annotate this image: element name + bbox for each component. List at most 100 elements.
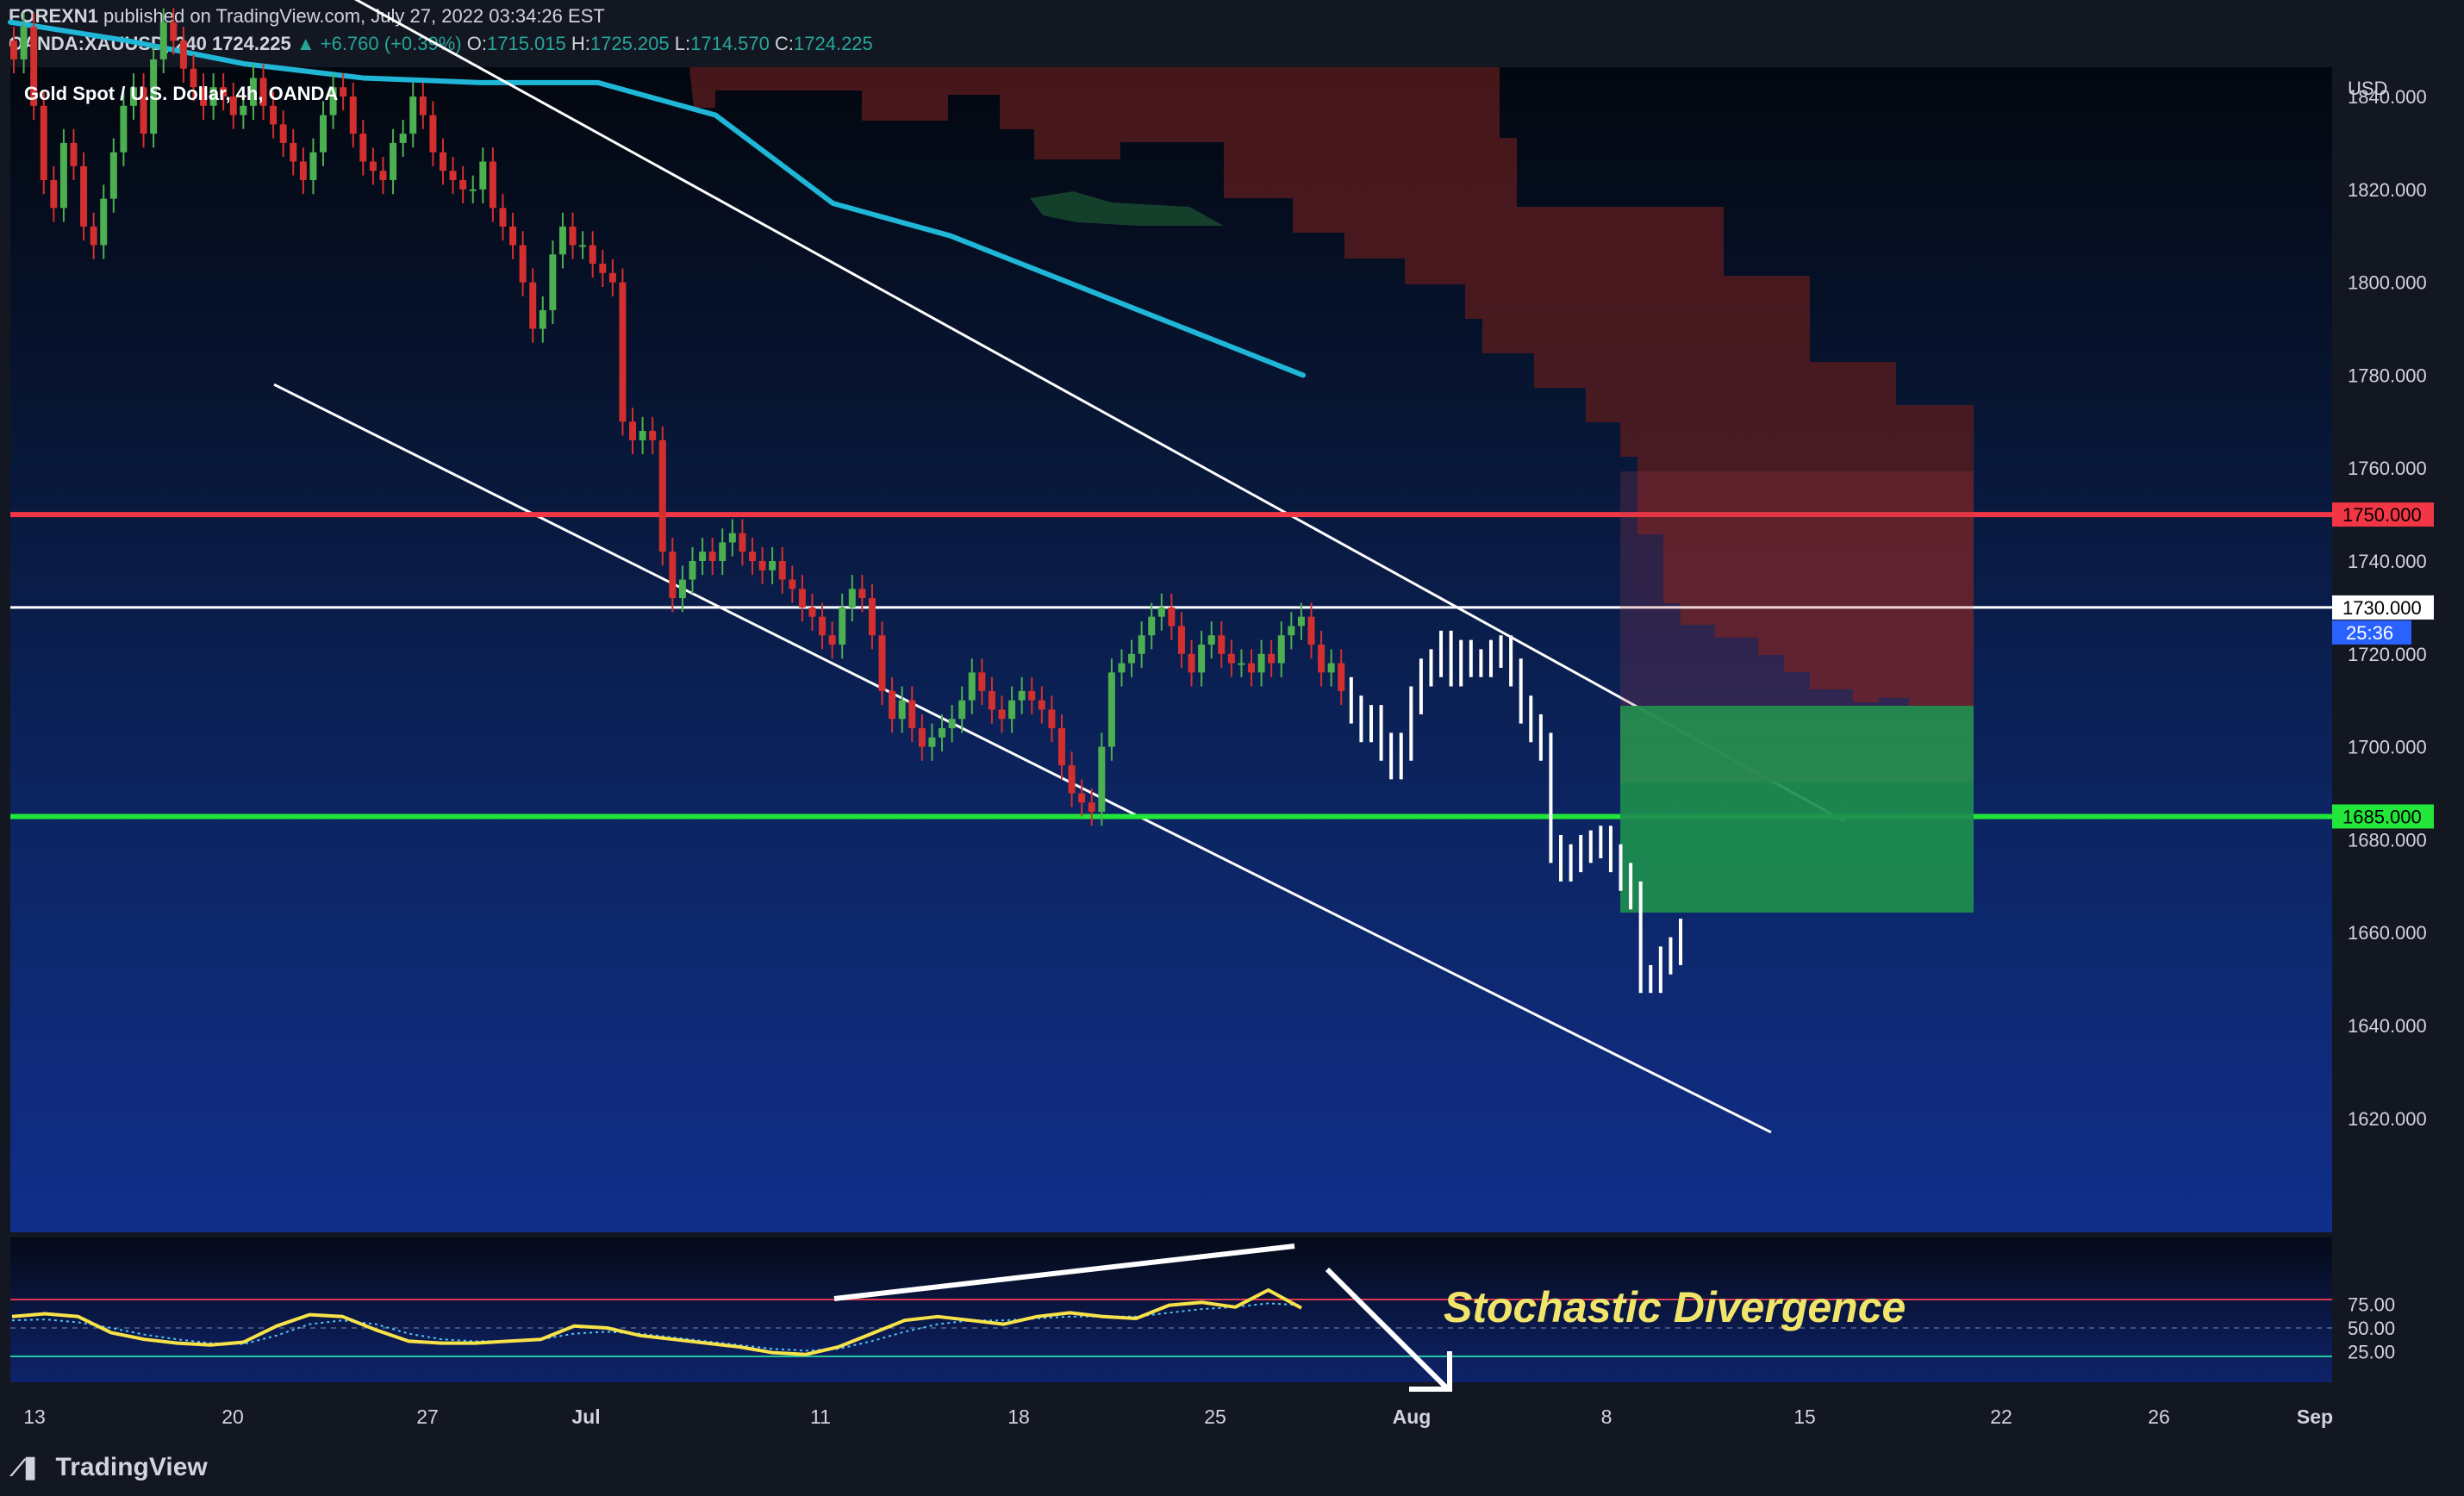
candle-body — [259, 78, 267, 106]
candle-body — [209, 87, 217, 106]
candle-body — [939, 728, 946, 738]
candle-body — [918, 728, 926, 747]
published-text: published on TradingView.com, July 27, 2… — [103, 5, 605, 27]
candle-body — [1198, 645, 1206, 673]
candle-body — [549, 254, 557, 310]
candle-body — [1248, 663, 1256, 673]
level-tag[interactable] — [2332, 502, 2434, 527]
candle-body — [90, 226, 97, 246]
candle-body — [948, 719, 956, 729]
level-tag[interactable] — [2332, 595, 2434, 620]
candle-body — [1177, 626, 1185, 654]
candle-body — [390, 142, 397, 181]
open-label: O: — [466, 33, 487, 54]
candle-body — [479, 161, 487, 190]
candle-body — [1028, 690, 1036, 701]
time-tick-label: 8 — [1601, 1406, 1613, 1428]
candle-body — [1057, 728, 1065, 766]
open-value: 1715.015 — [486, 33, 566, 54]
price-tick-label: 1680.000 — [2348, 829, 2427, 851]
long-position-zone[interactable] — [1620, 706, 1974, 913]
time-tick-label: 11 — [810, 1406, 831, 1428]
candle-body — [1207, 635, 1215, 645]
candle-body — [908, 700, 916, 729]
candle-body — [739, 533, 746, 552]
time-tick-label: 15 — [1793, 1406, 1816, 1428]
candle-body — [539, 309, 546, 329]
candle-body — [968, 672, 976, 701]
candle-body — [200, 87, 208, 106]
candle-body — [369, 161, 377, 171]
currency-label: USD — [2348, 78, 2387, 99]
candle-body — [1038, 700, 1045, 710]
candle-body — [529, 282, 537, 329]
divergence-annotation — [833, 1244, 1452, 1392]
candle-body — [1157, 607, 1165, 617]
candle-body — [1048, 709, 1056, 729]
candle-body — [708, 552, 716, 561]
candle-body — [80, 165, 88, 227]
candle-body — [629, 421, 637, 440]
price-axis-labels: 1840.000 1820.000 1800.000 1780.000 1760.000… — [2348, 86, 2427, 1130]
candle-body — [1297, 616, 1305, 626]
candle-body — [309, 152, 317, 181]
candle-body — [249, 78, 257, 106]
candle-body — [678, 579, 686, 599]
candle-body — [1188, 653, 1195, 673]
candle-body — [778, 561, 786, 580]
descending-channel[interactable] — [273, 0, 1845, 1134]
candle-body — [868, 598, 876, 636]
close-label: C: — [775, 33, 795, 54]
candle-body — [1128, 653, 1136, 664]
candle-body — [469, 189, 477, 191]
candle-body — [190, 68, 197, 88]
pane-divider[interactable] — [10, 1232, 2332, 1237]
candle-body — [839, 607, 846, 645]
price-tick-label: 1760.000 — [2348, 458, 2427, 479]
level-tag-label: 1730.000 — [2342, 597, 2422, 619]
price-tick-label: 1720.000 — [2348, 644, 2427, 665]
price-tick-label: 1700.000 — [2348, 737, 2427, 758]
candle-body — [320, 115, 327, 153]
annotation-text[interactable]: Stochastic Divergence — [1444, 1283, 1906, 1331]
candle-body — [1088, 802, 1095, 813]
chart-legend[interactable]: Gold Spot / U.S. Dollar, 4h, OANDA — [24, 83, 338, 104]
candle-body — [1288, 626, 1295, 636]
price-axis[interactable] — [2332, 67, 2464, 1437]
candle-body — [150, 59, 158, 134]
candle-body — [20, 27, 28, 59]
price-tick-label: 1820.000 — [2348, 179, 2427, 201]
time-axis-labels: 13 20 27 Jul 11 18 25 Aug 8 15 22 26 Sep — [23, 1406, 2333, 1428]
candle-body — [988, 690, 995, 710]
time-tick-label: 13 — [23, 1406, 46, 1428]
candle-body — [30, 27, 38, 106]
candle-body — [179, 41, 187, 69]
price-tick-label: 1740.000 — [2348, 551, 2427, 572]
candle-body — [340, 87, 347, 97]
candle-body — [59, 142, 67, 209]
brand-label: TradingView — [55, 1453, 208, 1481]
candle-body — [848, 589, 856, 608]
candle-body — [998, 709, 1006, 720]
candle-body — [419, 97, 427, 115]
high-value: 1725.205 — [589, 33, 670, 54]
ichimoku-cloud-bullish — [1030, 191, 1224, 226]
time-tick-label: Aug — [1393, 1406, 1432, 1428]
time-axis[interactable] — [10, 1382, 2332, 1437]
candle-body — [1268, 653, 1276, 664]
candle-body — [299, 161, 307, 181]
tradingview-logo[interactable]: ⟋▍ TradingView — [10, 1453, 208, 1482]
candle-body — [1238, 663, 1245, 665]
candle-body — [1227, 653, 1235, 664]
candle-body — [359, 134, 367, 162]
channel-lower-line[interactable] — [273, 383, 1772, 1134]
channel-upper-line[interactable] — [274, 0, 1845, 823]
close-value: 1724.225 — [794, 33, 873, 54]
candle-body — [100, 198, 108, 246]
ichimoku-cloud-bearish — [10, 67, 1974, 710]
candle-body — [758, 561, 766, 570]
footer-bar — [0, 1437, 2464, 1496]
level-tag[interactable] — [2332, 804, 2434, 829]
candle-body — [1008, 700, 1016, 720]
